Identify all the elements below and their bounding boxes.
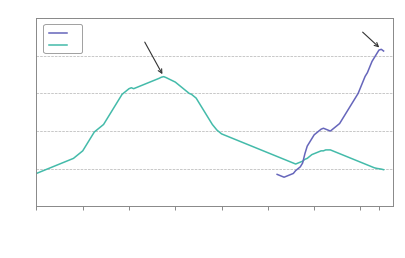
中国	[330, 128, 335, 131]
中国	[358, 86, 363, 89]
日本	[256, 147, 261, 150]
中国	[370, 60, 375, 63]
中国	[323, 128, 328, 131]
中国	[374, 52, 379, 55]
日本	[377, 167, 382, 170]
中国	[312, 133, 317, 136]
中国	[281, 176, 286, 179]
中国	[293, 169, 298, 172]
中国	[362, 75, 367, 78]
中国	[275, 173, 279, 176]
中国	[303, 152, 307, 155]
日本	[34, 172, 39, 175]
Legend: 中国, 日本: 中国, 日本	[43, 24, 82, 53]
日本	[157, 77, 162, 80]
中国	[279, 175, 284, 178]
日本	[161, 75, 166, 78]
Line: 日本: 日本	[36, 77, 384, 173]
中国	[298, 165, 303, 168]
中国	[372, 56, 377, 59]
中国	[305, 144, 310, 148]
中国	[289, 173, 294, 176]
日本	[247, 144, 252, 147]
中国	[354, 96, 358, 99]
中国	[337, 122, 342, 125]
中国	[381, 50, 386, 53]
中国	[277, 174, 282, 177]
中国	[356, 92, 360, 95]
中国	[319, 128, 324, 131]
Text: 中国：
163.4%（2017Q2）: 中国： 163.4%（2017Q2）	[340, 28, 378, 47]
中国	[300, 162, 305, 165]
中国	[335, 124, 340, 127]
中国	[309, 137, 314, 140]
Line: 中国: 中国	[277, 49, 384, 177]
日本	[381, 168, 386, 171]
中国	[316, 130, 321, 133]
中国	[367, 66, 372, 69]
中国	[314, 131, 319, 134]
中国	[346, 107, 351, 110]
中国	[328, 130, 333, 133]
中国	[286, 174, 291, 177]
Text: 日本のピーク：
148.9%（1993Q4）: 日本のピーク： 148.9%（1993Q4）	[124, 37, 162, 73]
中国	[344, 111, 349, 114]
日本	[279, 157, 284, 160]
中国	[284, 175, 289, 178]
中国	[339, 118, 344, 121]
中国	[365, 71, 370, 74]
中国	[360, 80, 365, 84]
中国	[296, 167, 301, 170]
中国	[333, 126, 337, 129]
中国	[377, 49, 382, 52]
中国	[291, 172, 296, 175]
中国	[321, 127, 326, 130]
中国	[307, 141, 312, 144]
日本	[205, 115, 210, 118]
中国	[379, 48, 384, 51]
中国	[351, 99, 356, 102]
中国	[342, 115, 347, 118]
中国	[349, 103, 354, 106]
中国	[326, 128, 330, 132]
